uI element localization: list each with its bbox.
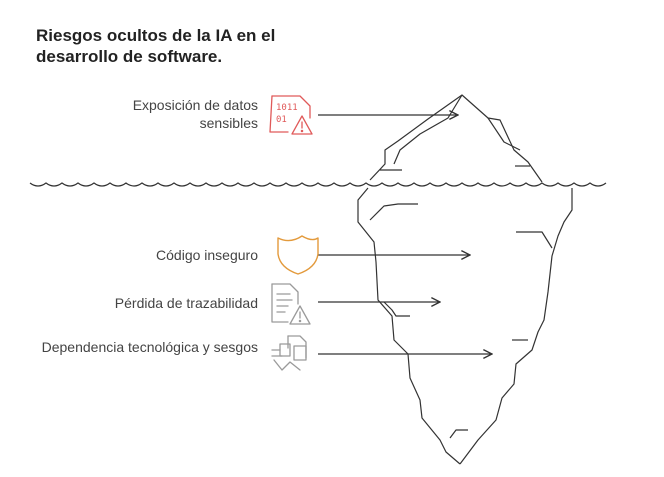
risk-label-insecure-code: Código inseguro: [156, 247, 258, 263]
dependency-icon: [271, 335, 307, 371]
risk-label-data-exposure: Exposición de datos sensibles: [132, 97, 258, 131]
risk-label-dependency-bias: Dependencia tecnológica y sesgos: [41, 339, 258, 355]
svg-text:01: 01: [276, 115, 287, 125]
shield-icon: [277, 235, 319, 275]
risk-label-traceability-loss: Pérdida de trazabilidad: [114, 295, 258, 311]
diagram-title: Riesgos ocultos de la IA en el desarroll…: [36, 26, 276, 66]
water-line: [29, 182, 607, 187]
data-warning-icon: 1011 01: [269, 95, 313, 135]
svg-text:1011: 1011: [276, 103, 298, 113]
document-warning-icon: [271, 283, 311, 325]
iceberg-body: [357, 187, 573, 465]
iceberg-tip: [369, 94, 543, 183]
